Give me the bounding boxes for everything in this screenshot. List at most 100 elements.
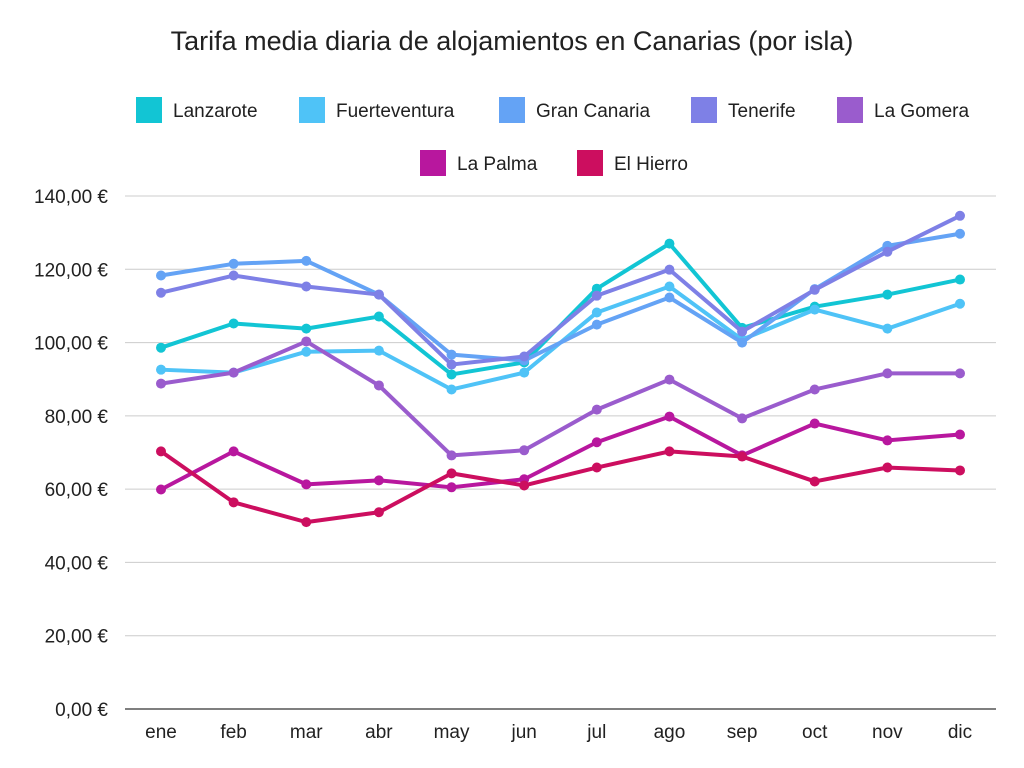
data-point[interactable] xyxy=(664,281,675,292)
data-point[interactable] xyxy=(591,404,602,415)
data-point[interactable] xyxy=(664,411,675,422)
data-point[interactable] xyxy=(882,462,893,473)
data-point[interactable] xyxy=(737,413,748,424)
data-point[interactable] xyxy=(301,346,312,357)
data-point[interactable] xyxy=(955,298,965,309)
data-point[interactable] xyxy=(228,318,239,329)
series-la-gomera xyxy=(156,336,965,461)
data-point[interactable] xyxy=(156,446,166,457)
data-point[interactable] xyxy=(373,311,384,322)
legend-item[interactable]: El Hierro xyxy=(577,150,688,176)
data-point[interactable] xyxy=(373,345,384,356)
y-tick-label: 140,00 € xyxy=(34,187,108,208)
data-point[interactable] xyxy=(882,289,893,300)
legend-item[interactable]: Fuerteventura xyxy=(299,97,455,123)
data-point[interactable] xyxy=(809,284,820,295)
data-point[interactable] xyxy=(737,451,748,462)
data-point[interactable] xyxy=(882,435,893,446)
data-point[interactable] xyxy=(955,228,965,239)
x-tick-label: jul xyxy=(586,722,606,743)
data-point[interactable] xyxy=(446,468,457,479)
data-point[interactable] xyxy=(809,476,820,487)
data-point[interactable] xyxy=(446,349,457,360)
data-point[interactable] xyxy=(809,418,820,429)
series-line xyxy=(160,213,961,367)
data-point[interactable] xyxy=(882,368,893,379)
data-point[interactable] xyxy=(519,480,530,491)
data-point[interactable] xyxy=(373,289,384,300)
series-tenerife xyxy=(156,210,965,370)
x-tick-label: mar xyxy=(290,722,323,743)
data-point[interactable] xyxy=(156,342,166,353)
data-point[interactable] xyxy=(519,351,530,362)
legend-swatch xyxy=(499,97,525,123)
legend-item[interactable]: La Palma xyxy=(420,150,538,176)
data-point[interactable] xyxy=(809,384,820,395)
series-line xyxy=(160,414,961,492)
data-point[interactable] xyxy=(228,446,239,457)
data-point[interactable] xyxy=(446,369,457,380)
data-point[interactable] xyxy=(664,238,675,249)
x-tick-label: dic xyxy=(948,722,972,743)
y-tick-label: 40,00 € xyxy=(45,553,109,574)
data-point[interactable] xyxy=(156,364,166,375)
data-point[interactable] xyxy=(664,446,675,457)
data-point[interactable] xyxy=(373,380,384,391)
data-point[interactable] xyxy=(301,323,312,334)
data-point[interactable] xyxy=(228,258,239,269)
x-tick-label: jun xyxy=(511,722,537,743)
data-point[interactable] xyxy=(591,283,602,294)
data-point[interactable] xyxy=(591,290,602,301)
data-point[interactable] xyxy=(228,270,239,281)
data-point[interactable] xyxy=(156,484,166,495)
series-la-palma xyxy=(156,411,965,495)
data-point[interactable] xyxy=(664,264,675,275)
data-point[interactable] xyxy=(156,378,166,389)
data-point[interactable] xyxy=(955,465,965,476)
data-point[interactable] xyxy=(737,326,748,337)
data-point[interactable] xyxy=(519,367,530,378)
data-point[interactable] xyxy=(373,507,384,518)
data-point[interactable] xyxy=(664,374,675,385)
chart-title: Tarifa media diaria de alojamientos en C… xyxy=(171,26,854,56)
legend-item[interactable]: La Gomera xyxy=(837,97,969,123)
legend-label: Fuerteventura xyxy=(336,101,455,122)
data-point[interactable] xyxy=(446,450,457,461)
data-point[interactable] xyxy=(809,304,820,315)
data-point[interactable] xyxy=(301,255,312,266)
data-point[interactable] xyxy=(664,292,675,303)
data-point[interactable] xyxy=(301,479,312,490)
data-point[interactable] xyxy=(228,497,239,508)
data-point[interactable] xyxy=(446,359,457,370)
legend-item[interactable]: Lanzarote xyxy=(136,97,258,123)
legend-item[interactable]: Gran Canaria xyxy=(499,97,650,123)
data-point[interactable] xyxy=(591,462,602,473)
data-point[interactable] xyxy=(301,336,312,347)
data-point[interactable] xyxy=(228,367,239,378)
data-point[interactable] xyxy=(955,429,965,440)
legend-item[interactable]: Tenerife xyxy=(691,97,796,123)
data-point[interactable] xyxy=(301,281,312,292)
data-point[interactable] xyxy=(882,246,893,257)
series-line xyxy=(160,231,961,363)
x-tick-label: oct xyxy=(802,722,828,743)
data-point[interactable] xyxy=(591,437,602,448)
data-point[interactable] xyxy=(156,270,166,281)
data-point[interactable] xyxy=(446,384,457,395)
data-point[interactable] xyxy=(737,337,748,348)
data-point[interactable] xyxy=(591,307,602,318)
y-tick-label: 120,00 € xyxy=(34,260,108,281)
legend-label: La Gomera xyxy=(874,101,969,122)
data-point[interactable] xyxy=(955,210,965,221)
data-point[interactable] xyxy=(882,323,893,334)
data-point[interactable] xyxy=(301,517,312,528)
y-axis-ticks: 0,00 € 20,00 € 40,00 € 60,00 € 80,00 € 100,00… xyxy=(34,187,108,721)
data-point[interactable] xyxy=(591,319,602,330)
data-point[interactable] xyxy=(519,445,530,456)
x-tick-label: ene xyxy=(145,722,177,743)
data-point[interactable] xyxy=(373,475,384,486)
data-point[interactable] xyxy=(955,368,965,379)
data-point[interactable] xyxy=(955,274,965,285)
data-point[interactable] xyxy=(446,482,457,493)
data-point[interactable] xyxy=(156,287,166,298)
